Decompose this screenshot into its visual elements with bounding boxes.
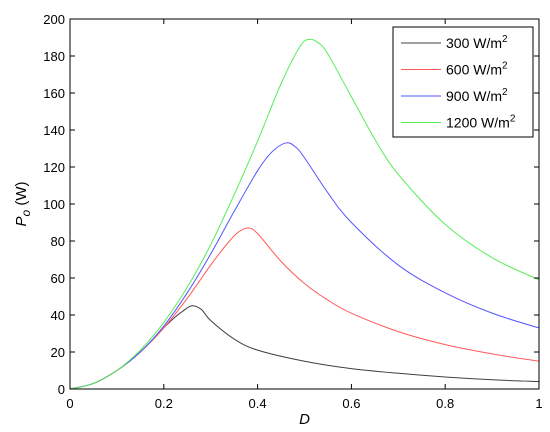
x-tick-label: 1 — [535, 396, 542, 411]
y-tick-label: 20 — [51, 345, 65, 360]
y-tick-label: 140 — [43, 123, 65, 138]
legend-label-text: 1200 W/m — [446, 115, 510, 131]
legend-label-4: 1200 W/m2 — [446, 114, 516, 131]
y-axis-title-main: P — [13, 217, 30, 227]
y-tick-label: 160 — [43, 86, 65, 101]
legend-label-text: 600 W/m — [446, 62, 502, 78]
legend-box — [392, 26, 534, 138]
series-group — [69, 38, 540, 390]
x-axis-title: D — [299, 411, 310, 428]
y-tick-label: 180 — [43, 49, 65, 64]
x-tick-label: 0.4 — [249, 396, 267, 411]
x-axis-ticks: 0 0.2 0.4 0.6 0.8 1 — [66, 19, 543, 411]
x-tick-label: 0 — [66, 396, 73, 411]
x-tick-label: 0.8 — [436, 396, 454, 411]
y-axis-title-unit: (W) — [13, 181, 30, 209]
legend-label-superscript: 2 — [510, 114, 516, 125]
y-tick-label: 200 — [43, 12, 65, 27]
y-tick-label: 60 — [51, 271, 65, 286]
legend-label-3: 900 W/m2 — [446, 87, 508, 104]
y-tick-label: 0 — [58, 382, 65, 397]
legend-label-superscript: 2 — [502, 34, 508, 45]
y-axis-title-subscript: o — [19, 210, 33, 217]
legend-label-text: 300 W/m — [446, 35, 502, 51]
series-line-3 — [69, 142, 540, 390]
y-tick-label: 100 — [43, 197, 65, 212]
legend-label-superscript: 2 — [502, 87, 508, 98]
y-axis-title: Po (W) — [13, 181, 33, 226]
legend-label-superscript: 2 — [502, 61, 508, 72]
legend-label-text: 900 W/m — [446, 88, 502, 104]
y-axis-ticks: 0 20 40 60 80 100 120 140 160 180 200 — [43, 12, 539, 397]
y-tick-label: 80 — [51, 234, 65, 249]
y-tick-label: 40 — [51, 308, 65, 323]
y-tick-label: 120 — [43, 160, 65, 175]
x-tick-label: 0.6 — [342, 396, 360, 411]
x-tick-label: 0.2 — [155, 396, 173, 411]
legend-label-2: 600 W/m2 — [446, 61, 508, 78]
series-line-4 — [69, 38, 540, 390]
legend-label-1: 300 W/m2 — [446, 34, 508, 51]
